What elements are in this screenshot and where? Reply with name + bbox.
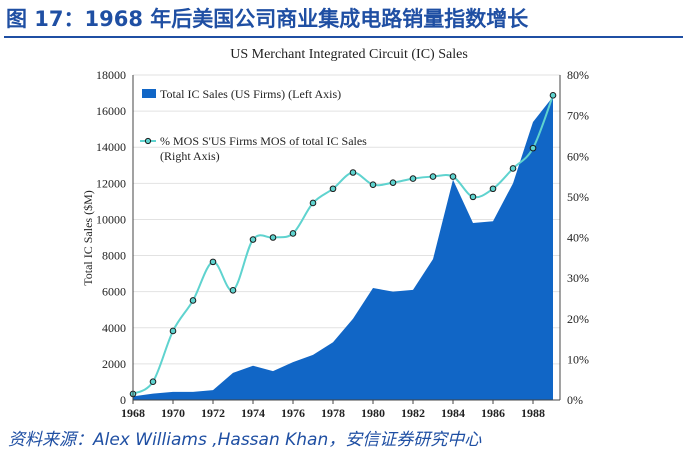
legend-line-label: % MOS S'US Firms MOS of total IC Sales (R… (160, 134, 367, 163)
mos-share-point (349, 169, 357, 176)
mos-share-point (189, 297, 197, 304)
chart-container: US Merchant Integrated Circuit (IC) Sale… (0, 38, 687, 428)
x-tick-label: 1968 (121, 406, 145, 420)
line-series-layer (129, 92, 557, 398)
mos-share-point (529, 144, 537, 152)
mos-share-point (549, 92, 557, 99)
y-tick-label: 14000 (96, 140, 126, 154)
y2-tick-label: 30% (567, 271, 589, 285)
x-tick-label: 1978 (321, 406, 345, 420)
y-axis-label: Total IC Sales ($M) (81, 190, 95, 285)
mos-share-point (409, 175, 417, 182)
chart-title: US Merchant Integrated Circuit (IC) Sale… (230, 47, 468, 62)
legend: Total IC Sales (US Firms) (Left Axis) % … (140, 87, 367, 163)
mos-share-point (369, 181, 377, 188)
axes: 0 2000 4000 6000 8000 10000 12000 14000 16000 180… (96, 68, 589, 420)
mos-share-point (309, 199, 317, 207)
x-tick-label: 1974 (241, 406, 265, 420)
y-tick-label: 18000 (96, 68, 126, 82)
y2-tick-label: 10% (567, 352, 589, 366)
mos-share-point (429, 173, 437, 180)
mos-share-point (449, 173, 457, 180)
legend-line-label-part: % MOS S'US Firms MOS of total IC Sales (160, 134, 367, 148)
mos-share-point (229, 287, 237, 294)
y-tick-label: 16000 (96, 104, 126, 118)
x-tick-label: 1980 (361, 406, 385, 420)
y2-tick-label: 70% (567, 109, 589, 123)
title-rule (4, 36, 683, 38)
line-series-mos-share (132, 94, 554, 395)
figure-title: 图 17：1968 年后美国公司商业集成电路销量指数增长 (6, 7, 529, 31)
legend-line-label-part: (Right Axis) (160, 149, 220, 163)
y2-tick-label: 50% (567, 190, 589, 204)
x-tick-label: 1972 (201, 406, 225, 420)
mos-share-point (469, 193, 477, 201)
x-tick-label: 1970 (161, 406, 185, 420)
legend-area-swatch (142, 89, 156, 98)
y2-tick-label: 40% (567, 231, 589, 245)
y-tick-label: 8000 (102, 249, 126, 263)
mos-share-point (269, 234, 277, 241)
source-note: 资料来源：Alex Williams ,Hassan Khan，安信证券研究中心 (8, 430, 482, 450)
y2-tick-label: 20% (567, 312, 589, 326)
mos-share-point (209, 258, 217, 266)
mos-share-point (329, 185, 337, 193)
chart-svg: US Merchant Integrated Circuit (IC) Sale… (81, 47, 589, 420)
y2-tick-label: 80% (567, 68, 589, 82)
x-tick-label: 1988 (521, 406, 545, 420)
y-tick-label: 0 (120, 393, 126, 407)
y-tick-label: 10000 (96, 212, 126, 226)
y-tick-label: 12000 (96, 176, 126, 190)
mos-share-point (489, 185, 497, 193)
mos-share-point (289, 230, 297, 237)
mos-share-point (389, 179, 397, 186)
legend-line-marker (144, 137, 152, 145)
x-tick-label: 1984 (441, 406, 465, 420)
mos-share-point (169, 327, 177, 335)
x-tick-label: 1976 (281, 406, 305, 420)
y-tick-label: 4000 (102, 321, 126, 335)
x-tick-label: 1986 (481, 406, 505, 420)
area-series-layer (133, 96, 553, 400)
y2-tick-label: 60% (567, 149, 589, 163)
mos-share-point (249, 236, 257, 243)
y2-tick-label: 0% (567, 393, 583, 407)
area-series-total-ic-sales (133, 96, 553, 400)
x-tick-label: 1982 (401, 406, 425, 420)
y-tick-label: 2000 (102, 357, 126, 371)
legend-area-label: Total IC Sales (US Firms) (Left Axis) (160, 87, 341, 101)
mos-share-point (509, 165, 517, 172)
mos-share-point (149, 378, 157, 386)
y-tick-label: 6000 (102, 285, 126, 299)
